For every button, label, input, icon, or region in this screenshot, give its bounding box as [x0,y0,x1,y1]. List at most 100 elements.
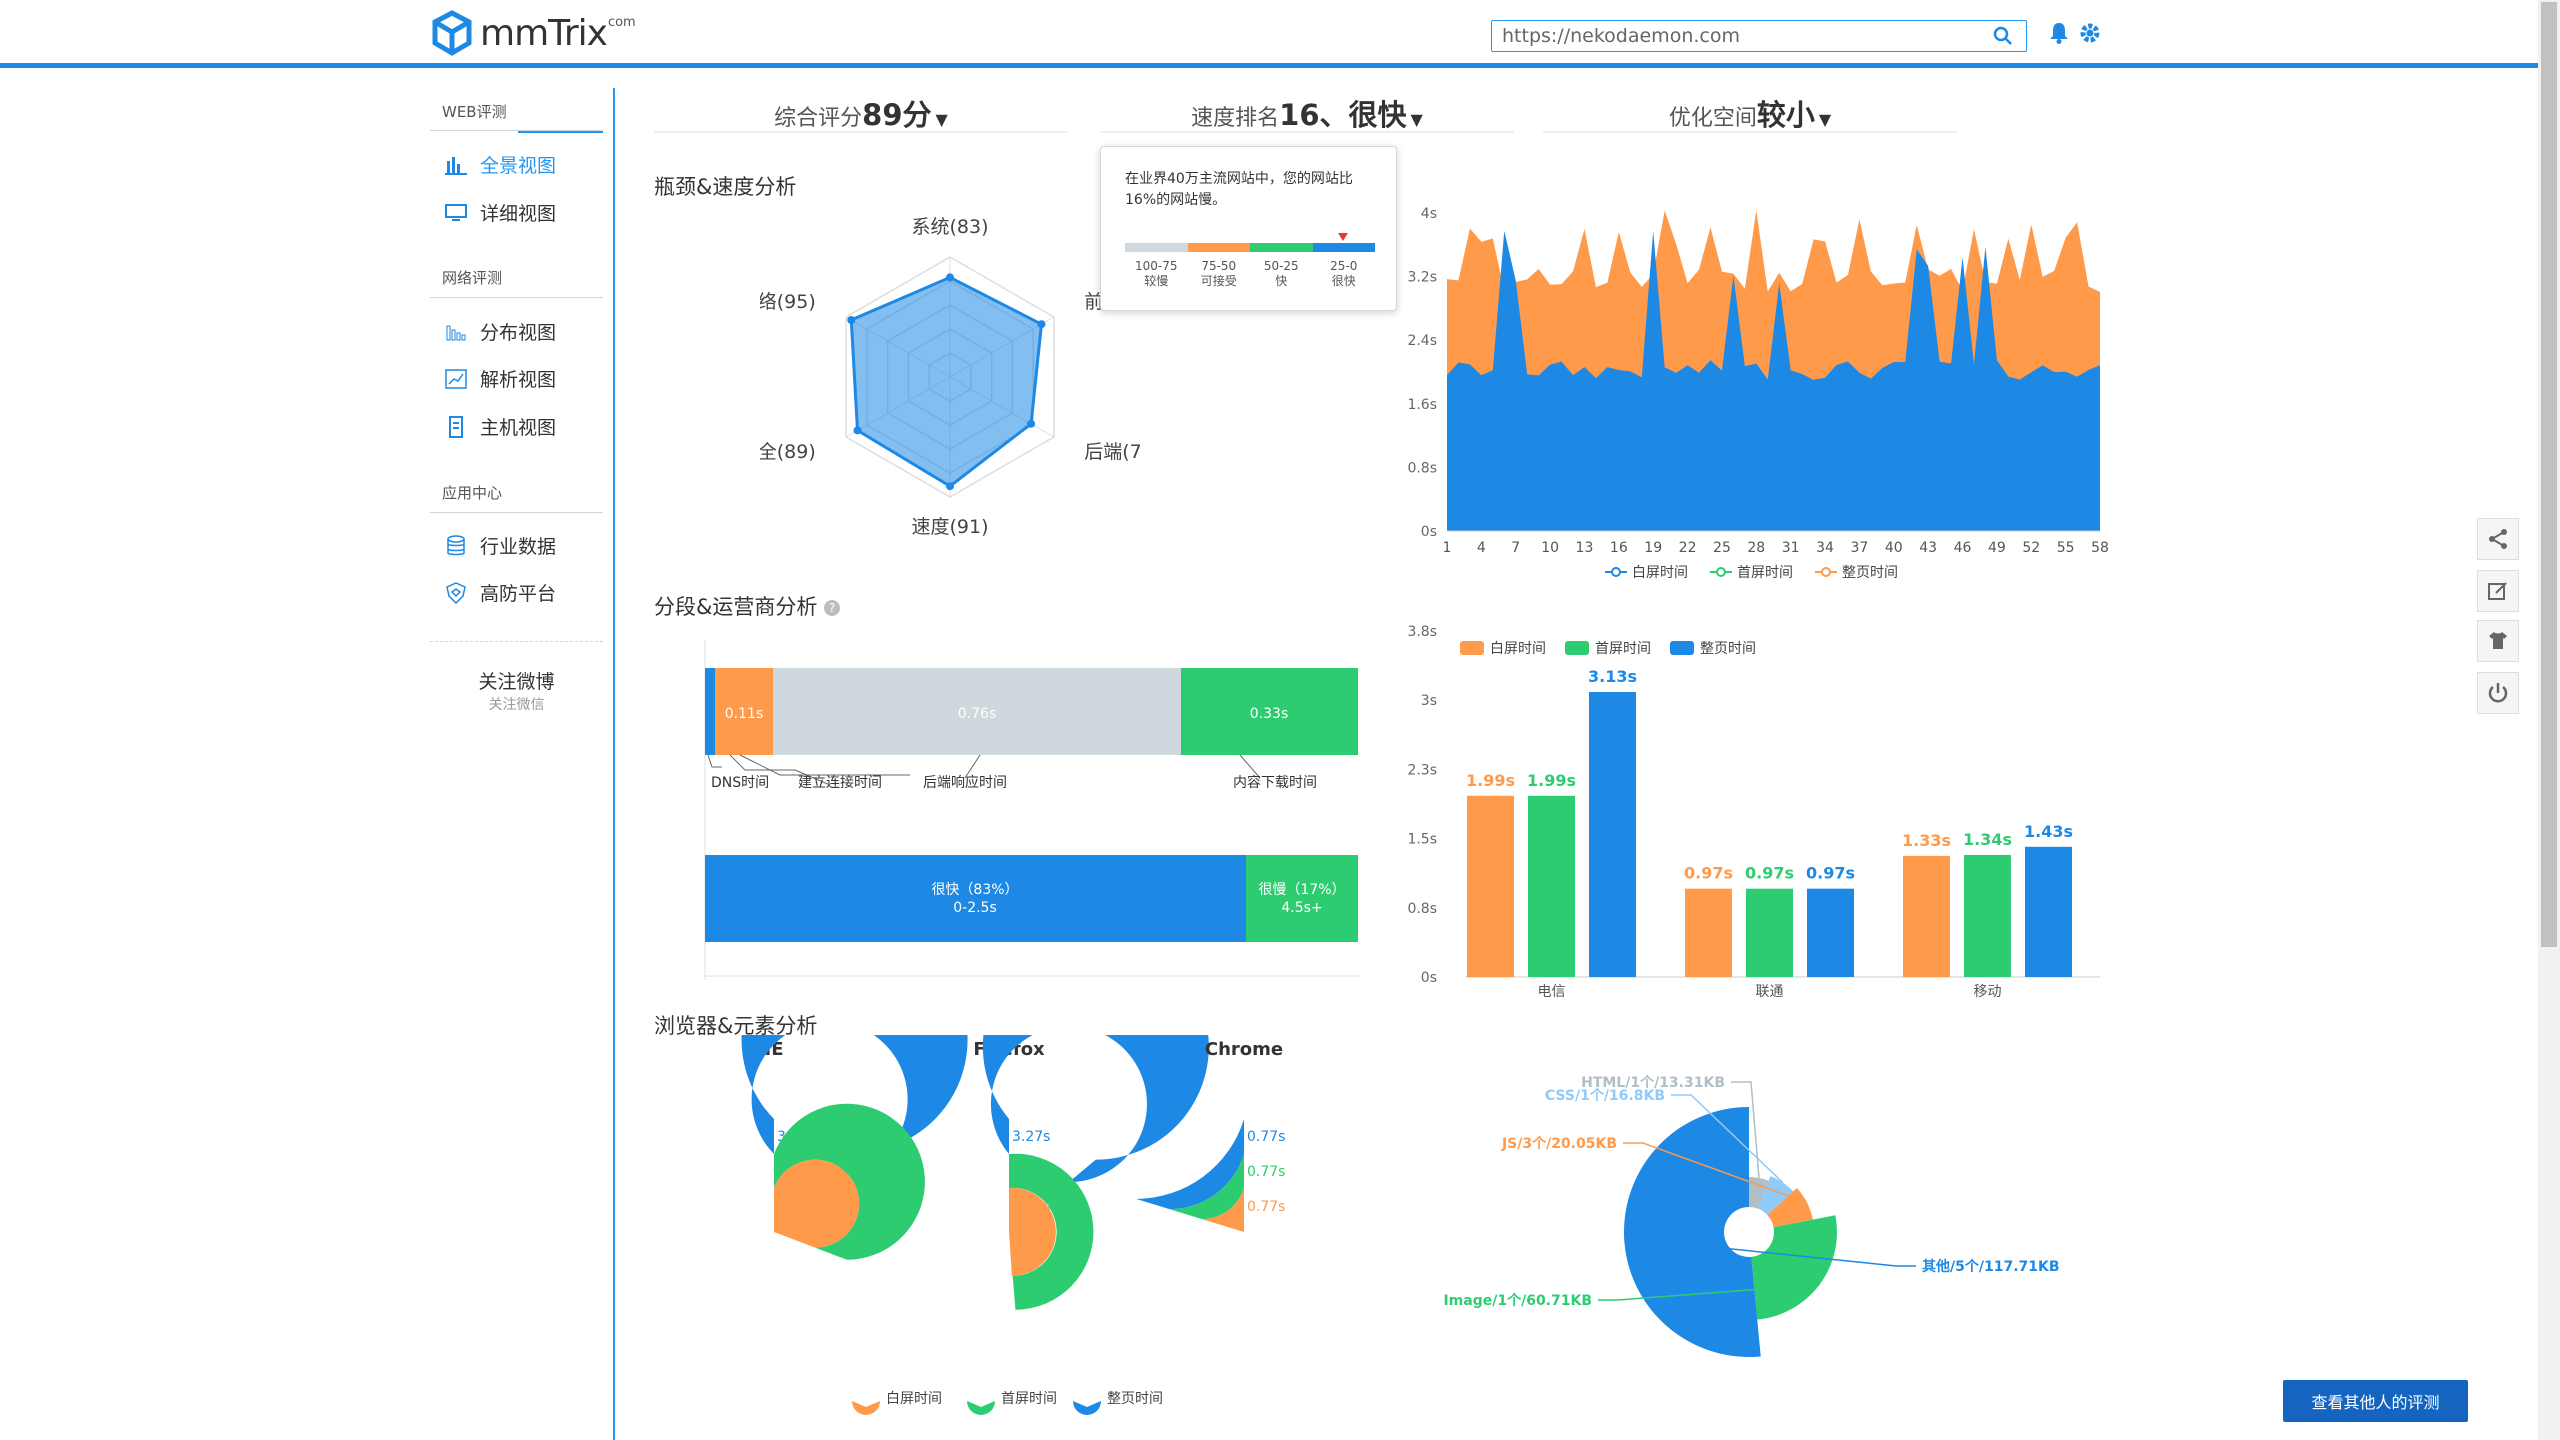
sidebar-item-industry[interactable]: 行业数据 [444,532,556,559]
browser-ring-segment[interactable] [1201,1188,1244,1232]
bar[interactable] [1807,888,1854,977]
bar[interactable] [1685,888,1732,977]
browser-ring-segment[interactable] [774,1159,860,1248]
legend-marker [1716,567,1726,577]
shirt-button[interactable] [2477,620,2519,662]
radar-point [1037,320,1046,329]
shirt-icon [2489,632,2507,649]
divider [430,512,603,513]
sidebar-item-distribution[interactable]: 分布视图 [444,318,556,345]
browser-ring-segment[interactable] [1009,1187,1056,1276]
search-icon[interactable] [1990,23,2016,49]
pie-leader-line [1598,1283,1820,1301]
url-input[interactable]: https://nekodaemon.com [1491,20,2027,52]
sidebar-item-defense[interactable]: 高防平台 [444,579,556,606]
browser-name: Chrome [1205,1039,1283,1060]
legend-swatch [1073,1401,1101,1415]
bar[interactable] [1903,855,1950,977]
segment-connect[interactable] [715,668,773,755]
pie-slice[interactable] [1751,1215,1837,1320]
view-others-button[interactable]: 查看其他人的评测 [2283,1380,2468,1422]
divider [1100,131,1514,133]
label-leader-line [739,754,910,776]
bar-y-tick: 3s [1421,693,1437,709]
sidebar-item-label: 行业数据 [480,536,557,558]
bar[interactable] [1964,854,2011,977]
sidebar-item-detail[interactable]: 详细视图 [444,199,556,226]
gear-icon[interactable] [2077,20,2103,46]
pie-slice[interactable] [1767,1188,1813,1228]
scale-segment-fast [1250,243,1313,252]
bar-value-label: 3.13s [1588,667,1637,686]
segment-dns[interactable] [705,668,715,755]
area-y-tick: 1.6s [1407,397,1437,413]
sidebar-item-host[interactable]: 主机视图 [444,413,556,440]
radar-axis-label: 系统(83) [911,216,988,238]
bar-y-tick: 0s [1421,970,1437,986]
share-icon [2489,529,2507,549]
browser-ring-segment[interactable] [1009,1153,1094,1310]
bar-value-label: 0.97s [1684,864,1733,883]
pie-slice[interactable] [1757,1175,1794,1216]
pie-slice[interactable] [1624,1107,1761,1357]
metric-label: 综合评分 [774,106,863,131]
sidebar-item-resolve[interactable]: 解析视图 [444,365,556,392]
speed-bar-slow[interactable] [1246,855,1358,942]
browser-ring-segment[interactable] [774,1103,925,1260]
share-button[interactable] [2477,518,2519,560]
follow-weibo-link[interactable]: 关注微博 [478,671,555,693]
pie-slices [1624,1107,1837,1357]
legend-swatch [967,1401,995,1415]
sidebar-item-label: 主机视图 [480,417,557,439]
metric-value: 16、很快 [1279,98,1407,132]
browser-ring-segment[interactable] [982,1035,1209,1183]
power-button[interactable] [2477,672,2519,714]
follow-wechat-link[interactable]: 关注微信 [488,697,545,713]
segment-download[interactable] [1181,668,1358,755]
rank-tooltip: 在业界40万主流网站中，您的网站比16%的网站慢。 100-75 较慢 75-50… [1100,146,1397,311]
edit-button[interactable] [2477,570,2519,612]
pie-leader-line [1731,1081,1760,1178]
area-x-tick: 55 [2057,540,2075,556]
metric-optimize[interactable]: 优化空间较小 ▼ [1543,92,1957,134]
bar[interactable] [1467,795,1514,977]
bar[interactable] [1528,795,1575,977]
bar[interactable] [1589,692,1636,977]
bar-value-label: 1.43s [2024,822,2073,841]
divider [1543,131,1957,133]
segment-backend[interactable] [773,668,1181,755]
pie-label: JS/3个/20.05KB [1501,1135,1617,1152]
sidebar-divider [613,88,615,1440]
edit-icon [2488,582,2507,600]
browser-ring-segment[interactable] [1169,1154,1244,1220]
bar-value-label: 0.97s [1806,864,1855,883]
section-title-browser: 浏览器&元素分析 [654,1014,818,1038]
speed-fast-range: 0-2.5s [953,900,997,916]
bar[interactable] [2025,846,2072,977]
browser-ring-segment[interactable] [1135,1119,1244,1210]
bar[interactable] [1746,888,1793,977]
legend-swatch [1565,641,1589,655]
speed-fast-label: 很快（83%） [931,882,1018,898]
bell-icon[interactable] [2047,20,2071,46]
browser-ring-value: 0.77s [1247,1129,1285,1145]
logo[interactable]: mmTrix com [432,8,636,58]
area-x-tick: 22 [1679,540,1697,556]
area-series-firstscreen [1447,230,2100,531]
radar-axis-label: 后端(78) [1084,441,1140,463]
radar-point [946,273,954,282]
speed-bar-fast[interactable] [705,855,1246,942]
help-icon[interactable]: ? [824,600,841,616]
url-value: https://nekodaemon.com [1502,25,1740,47]
browser-ring-segment[interactable] [741,1035,968,1178]
pie-leader-line [1671,1094,1784,1183]
pie-slice[interactable] [1749,1177,1769,1209]
server-icon [444,415,468,439]
metric-rank[interactable]: 速度排名16、很快 ▼ [1100,92,1514,134]
area-legend: 白屏时间 首屏时间 整页时间 [1605,565,1898,581]
scrollbar-thumb[interactable] [2541,2,2557,947]
sidebar-item-overview[interactable]: 全景视图 [444,151,556,178]
cube-logo-icon [432,10,472,56]
area-x-tick: 34 [1816,540,1834,556]
metric-score[interactable]: 综合评分89分 ▼ [654,92,1068,134]
